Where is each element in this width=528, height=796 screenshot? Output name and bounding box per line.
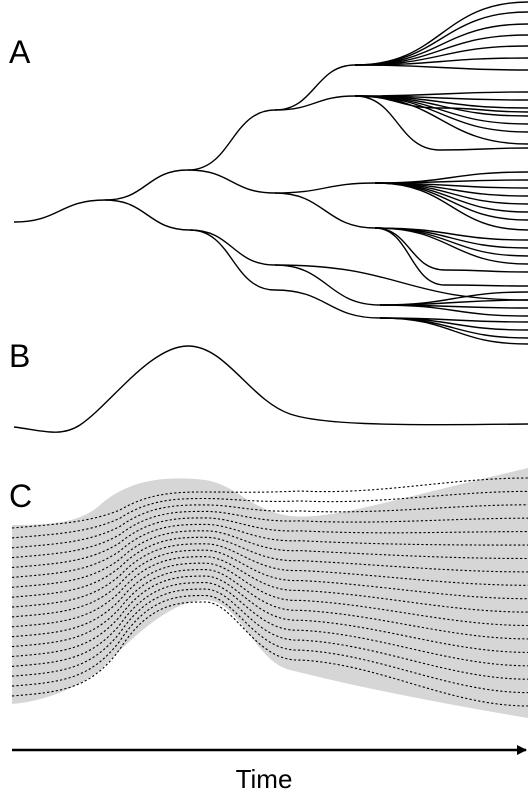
- tree-branch: [354, 64, 528, 71]
- dotted-trajectory: [11, 517, 528, 569]
- tree-branch: [374, 227, 528, 249]
- tree-branch: [274, 264, 381, 306]
- tree-branch: [189, 229, 276, 291]
- time-axis-label: Time: [235, 764, 293, 794]
- tree-branch: [187, 109, 276, 171]
- tree-branch: [354, 34, 528, 66]
- dotted-trajectory: [11, 477, 528, 529]
- dotted-trajectory: [11, 504, 528, 549]
- tree-branch: [274, 192, 376, 229]
- tree-branch: [274, 289, 381, 319]
- tree-branch: [354, 95, 528, 145]
- tree-branch: [379, 304, 528, 317]
- dotted-trajectory: [11, 562, 528, 638]
- tree-branch: [374, 227, 528, 265]
- dotted-trajectory: [11, 549, 528, 618]
- panel-c-group: [11, 468, 528, 718]
- panel-c-band: [12, 468, 528, 718]
- tree-branch: [354, 11, 528, 66]
- tree-branch: [439, 107, 528, 113]
- tree-branch: [379, 299, 528, 306]
- panel-b-curve-group: [13, 345, 528, 433]
- tree-branch: [274, 95, 356, 111]
- tree-branch: [444, 284, 528, 287]
- dotted-trajectory: [11, 543, 528, 608]
- tree-branch: [354, 95, 441, 151]
- dotted-trajectory: [11, 601, 528, 707]
- dotted-trajectory: [11, 510, 528, 559]
- tree-branch: [104, 169, 189, 201]
- dotted-trajectory: [11, 582, 528, 667]
- tree-branch: [354, 91, 528, 97]
- dotted-trajectory: [11, 556, 528, 628]
- tree-branch: [187, 169, 276, 194]
- panel-b-curve: [13, 345, 528, 433]
- tree-branch: [444, 269, 528, 273]
- tree-branch: [354, 95, 441, 109]
- tree-branch: [379, 317, 528, 345]
- tree-branch: [439, 147, 528, 151]
- tree-branch: [274, 182, 376, 194]
- tree-branch: [374, 182, 528, 231]
- tree-branch: [104, 199, 191, 231]
- tree-branch: [13, 199, 106, 223]
- dotted-trajectory: [11, 575, 528, 658]
- tree-branch: [374, 182, 528, 221]
- dotted-trajectory: [11, 490, 528, 539]
- dotted-trajectory: [11, 523, 528, 578]
- tree-branch: [274, 264, 528, 301]
- panel-c-dotted-lines: [11, 477, 528, 707]
- tree-branch: [374, 227, 528, 257]
- tree-branch: [274, 64, 356, 111]
- panel-b-label: B: [9, 338, 31, 374]
- panel-a-label: A: [9, 34, 31, 70]
- dotted-trajectory: [11, 594, 528, 694]
- dotted-trajectory: [11, 588, 528, 680]
- panel-a-tree: [13, 1, 528, 345]
- tree-branch: [374, 227, 446, 286]
- panel-c-label: C: [9, 478, 33, 514]
- tree-branch: [379, 317, 528, 339]
- dotted-trajectory: [11, 530, 528, 588]
- tree-branch: [354, 95, 528, 117]
